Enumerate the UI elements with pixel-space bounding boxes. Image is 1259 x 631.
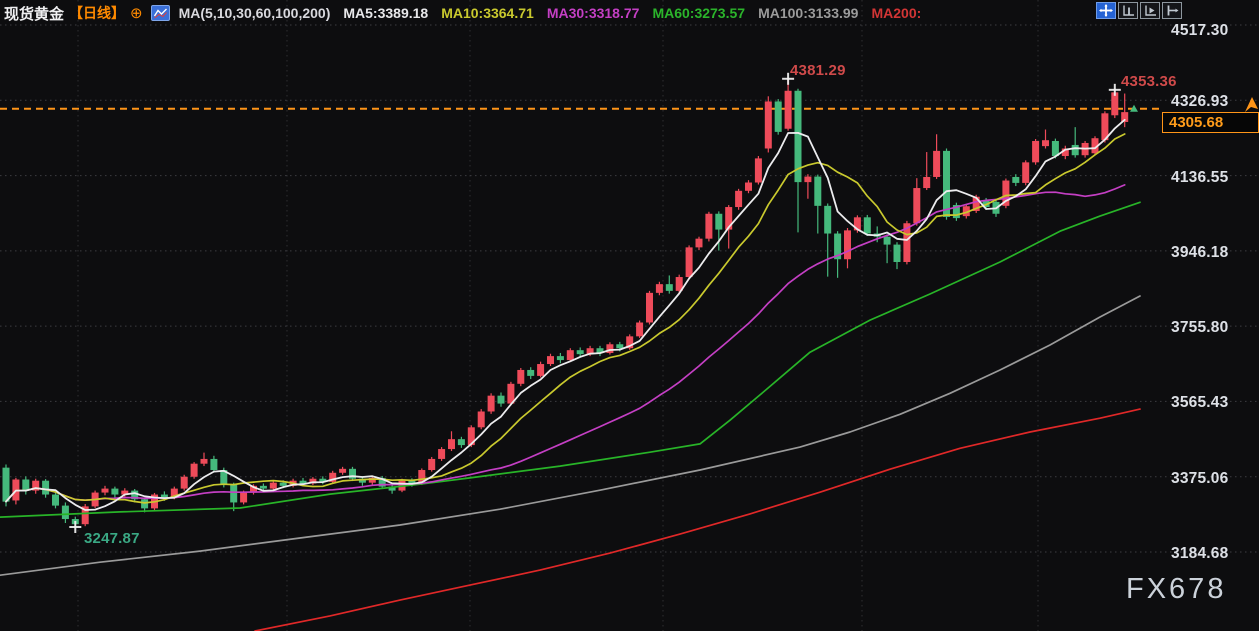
swing-low-label: 3247.87	[84, 530, 140, 547]
y-axis-label: 3375.06	[1171, 469, 1229, 487]
watermark-logo: FX678	[1126, 573, 1227, 605]
ma-readout-ma5: MA5:3389.18	[343, 5, 429, 21]
ma-group-label: MA(5,10,30,60,100,200)	[178, 5, 331, 21]
chart-toolbar	[1096, 2, 1182, 19]
y-axis-label: 3184.68	[1171, 545, 1229, 562]
indicator-chart-icon[interactable]	[150, 5, 170, 21]
timeframe-label[interactable]: 【日线】	[69, 5, 126, 21]
y-axis-label: 3946.18	[1171, 243, 1229, 261]
fixed-axis-icon	[1123, 5, 1134, 16]
current-price-badge: 4305.68	[1162, 112, 1259, 134]
y-axis-label: 3565.43	[1171, 394, 1229, 412]
y-axis-label: 4517.30	[1171, 22, 1229, 39]
mini-chart-glyph	[153, 8, 167, 19]
fixed-axis-tool-button[interactable]	[1118, 2, 1138, 19]
ma-readout-ma10: MA10:3364.71	[441, 5, 534, 21]
crosshair-move-tool-button[interactable]	[1096, 2, 1116, 19]
peak-high-label: 4381.29	[790, 62, 846, 79]
ma-readout-ma60: MA60:3273.57	[652, 5, 746, 21]
y-axis-label: 4326.93	[1171, 93, 1229, 111]
chart-header: 现货黄金 【日线】 ⊕ MA(5,10,30,60,100,200) MA5:3…	[4, 3, 921, 23]
auto-scroll-tool-button[interactable]	[1140, 2, 1160, 19]
auto-scroll-icon	[1145, 5, 1156, 16]
ma-readout-ma100: MA100:3133.99	[758, 5, 859, 21]
y-axis-label: 3755.80	[1171, 319, 1229, 337]
y-axis-label: 4136.55	[1171, 168, 1229, 186]
ma-readouts: MA5:3389.18 MA10:3364.71 MA30:3318.77 MA60:…	[343, 5, 921, 21]
add-indicator-icon[interactable]: ⊕	[130, 4, 143, 22]
recent-high-label: 4353.36	[1121, 73, 1177, 90]
crosshair-move-icon	[1099, 4, 1113, 17]
ma-readout-ma200: MA200:	[871, 5, 922, 21]
ma-readout-ma30: MA30:3318.77	[546, 5, 640, 21]
symbol-name: 现货黄金	[4, 5, 65, 23]
pan-right-icon	[1167, 5, 1179, 16]
pan-right-tool-button[interactable]	[1162, 2, 1182, 19]
